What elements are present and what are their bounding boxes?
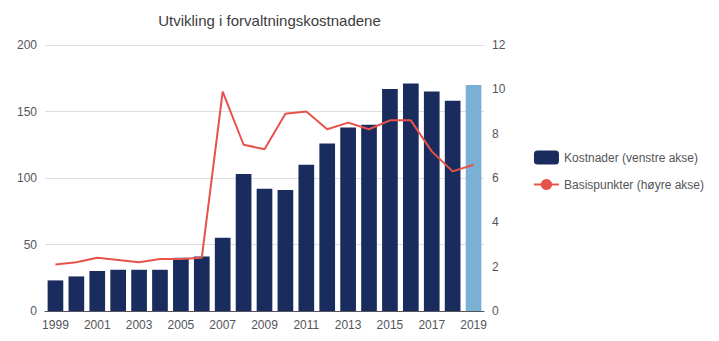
svg-text:2013: 2013 <box>335 318 362 332</box>
svg-text:0: 0 <box>492 304 499 318</box>
svg-text:Utvikling i forvaltningskostna: Utvikling i forvaltningskostnadene <box>158 12 381 29</box>
svg-text:0: 0 <box>30 304 37 318</box>
svg-text:2007: 2007 <box>209 318 236 332</box>
svg-text:2009: 2009 <box>251 318 278 332</box>
svg-text:12: 12 <box>492 38 506 52</box>
svg-text:200: 200 <box>17 38 37 52</box>
svg-text:Kostnader (venstre akse): Kostnader (venstre akse) <box>564 151 698 165</box>
svg-text:2: 2 <box>492 260 499 274</box>
svg-text:100: 100 <box>17 171 37 185</box>
svg-text:2017: 2017 <box>418 318 445 332</box>
svg-text:2011: 2011 <box>293 318 319 332</box>
svg-text:4: 4 <box>492 215 499 229</box>
svg-text:2001: 2001 <box>84 318 111 332</box>
svg-text:50: 50 <box>24 238 38 252</box>
svg-text:150: 150 <box>17 105 37 119</box>
svg-text:2015: 2015 <box>377 318 404 332</box>
svg-text:Basispunkter (høyre akse): Basispunkter (høyre akse) <box>564 178 704 192</box>
svg-text:2019: 2019 <box>460 318 487 332</box>
svg-text:2003: 2003 <box>126 318 153 332</box>
svg-text:8: 8 <box>492 127 499 141</box>
svg-text:2005: 2005 <box>168 318 195 332</box>
svg-text:1999: 1999 <box>42 318 69 332</box>
svg-text:10: 10 <box>492 82 506 96</box>
svg-text:6: 6 <box>492 171 499 185</box>
